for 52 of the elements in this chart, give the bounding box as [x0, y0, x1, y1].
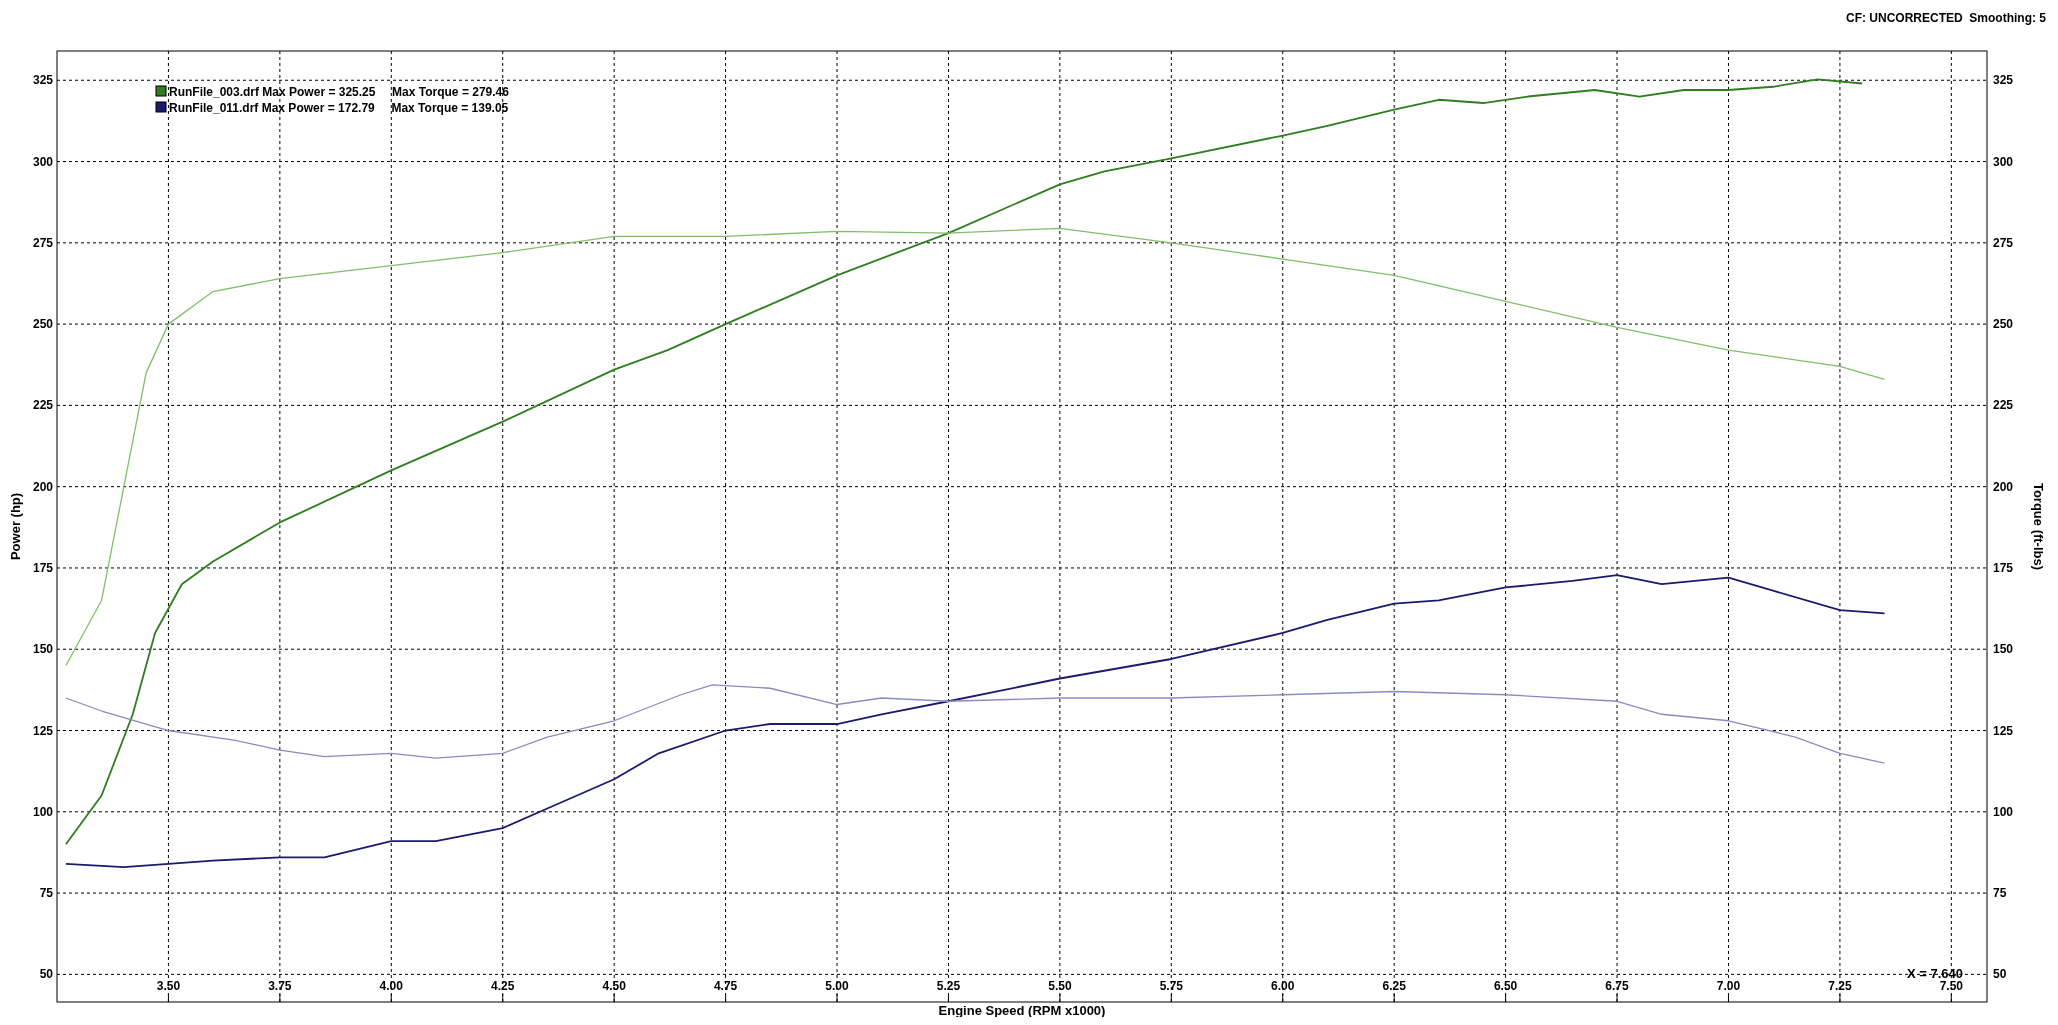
y-tick-label: 325 [32, 73, 54, 88]
y-tick-label: 225 [32, 398, 54, 413]
line-series [65, 78, 1864, 846]
x-tick-label: 4.50 [602, 979, 627, 993]
annotation: X = 7.640 [1907, 966, 1964, 981]
y2-tick-label: 275 [1993, 235, 2014, 250]
x-tick-label: 7.25 [1828, 979, 1852, 993]
legend-label: RunFile_003.drf Max Power = 325.25 Max Torque = 279.46 [169, 85, 510, 99]
y-tick-label: 150 [32, 642, 54, 657]
y2-tick-label: 300 [1993, 154, 2014, 169]
x-tick-label: 5.50 [1048, 979, 1072, 993]
text: CF: UNCORRECTED Smoothing: 5 [1846, 11, 2047, 25]
x-tick-label: 3.50 [156, 979, 181, 993]
y2-tick-label: 250 [1993, 317, 2014, 332]
y-tick-label: 50 [39, 967, 54, 982]
x-tick-label: 6.00 [1271, 979, 1295, 993]
x-tick-label: 4.00 [379, 979, 404, 993]
y-tick-label: 275 [32, 235, 54, 250]
y2-tick-label: 75 [1993, 886, 2007, 901]
y2-tick-label: 175 [1993, 560, 2014, 575]
y-tick-label: 200 [32, 479, 54, 494]
x-tick-label: 6.75 [1605, 979, 1630, 993]
y-tick-label: 100 [32, 804, 54, 819]
y2-tick-label: 100 [1993, 804, 2014, 819]
x-tick-label: 5.75 [1159, 979, 1184, 993]
y2-tick-label: 225 [1993, 398, 2014, 413]
x-tick-label: 7.00 [1716, 979, 1741, 993]
y-tick-label: 125 [32, 723, 54, 738]
y2-tick-label: 150 [1993, 642, 2014, 657]
x-tick-label: 4.75 [713, 979, 738, 993]
y-tick-label: 75 [39, 886, 54, 901]
y2-tick-label: 325 [1993, 73, 2014, 88]
legend-label: RunFile_011.drf Max Power = 172.79 Max Torque = 139.05 [169, 101, 509, 115]
x-tick-label: 6.50 [1493, 979, 1518, 993]
y-tick-label: 250 [32, 317, 54, 332]
y2-tick-label: 200 [1993, 479, 2014, 494]
line-series [65, 227, 1886, 667]
x-tick-label: 7.50 [1939, 979, 1964, 993]
line-series [65, 574, 1886, 868]
x-tick-label: 6.25 [1382, 979, 1407, 993]
x-tick-label: 5.00 [825, 979, 850, 993]
x-tick-label: 3.75 [268, 979, 292, 993]
line-series [65, 684, 1886, 764]
y-tick-label: 175 [32, 560, 54, 575]
x-axis-title: Engine Speed (RPM x1000) [938, 1003, 1106, 1018]
x-tick-label: 5.25 [936, 979, 961, 993]
y-axis-title: Power (hp) [8, 492, 23, 561]
y2-axis-title: Torque (ft-lbs) [2031, 482, 2046, 571]
x-tick-label: 4.25 [491, 979, 515, 993]
y2-tick-label: 50 [1993, 967, 2007, 982]
y2-tick-label: 125 [1993, 723, 2014, 738]
y-tick-label: 300 [32, 154, 54, 169]
